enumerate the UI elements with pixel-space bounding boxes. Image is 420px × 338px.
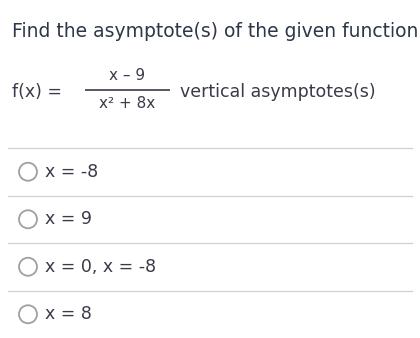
Text: x = 9: x = 9 bbox=[45, 210, 92, 228]
Text: Find the asymptote(s) of the given function.: Find the asymptote(s) of the given funct… bbox=[12, 22, 420, 41]
Text: x = 8: x = 8 bbox=[45, 305, 92, 323]
Text: vertical asymptotes(s): vertical asymptotes(s) bbox=[180, 83, 375, 101]
Text: f(x) =: f(x) = bbox=[12, 83, 68, 101]
Text: x² + 8x: x² + 8x bbox=[100, 97, 156, 112]
Text: x – 9: x – 9 bbox=[110, 69, 146, 83]
Text: x = -8: x = -8 bbox=[45, 163, 98, 181]
Text: x = 0, x = -8: x = 0, x = -8 bbox=[45, 258, 156, 276]
